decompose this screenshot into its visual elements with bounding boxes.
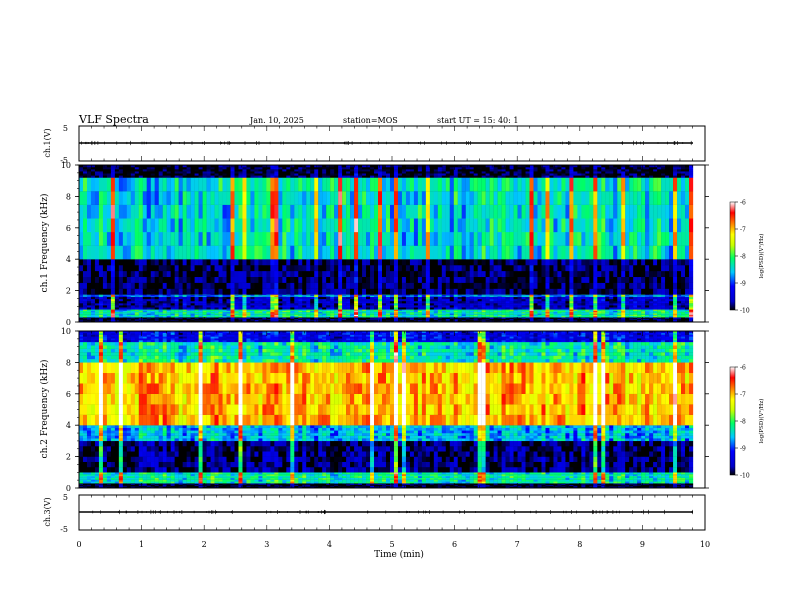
station-label: station=MOS [343, 116, 398, 125]
time-tick-5: 5 [389, 540, 394, 549]
ch1-colorbar-tick--10: -10 [740, 308, 750, 315]
ch1-ytick-top: 5 [63, 124, 68, 133]
time-tick-6: 6 [452, 540, 457, 549]
ch1-spectrogram-panel: ch.1 Frequency (kHz) 0 2 4 6 8 10 [39, 161, 709, 327]
ch2-ytick-10: 10 [61, 327, 71, 336]
ch2-colorbar-tick--9: -9 [740, 446, 746, 453]
ch2-colorbar-tick--6: -6 [740, 365, 746, 372]
ch1-waveform-panel: 5 -5 ch.1(V) [43, 124, 706, 165]
start-time-label: start UT = 15: 40: 1 [437, 116, 518, 125]
ch1-ylabel: ch.1(V) [43, 128, 52, 157]
ch1-ytick-10: 10 [61, 161, 71, 170]
ch1-colorbar-tick--7: -7 [740, 227, 746, 234]
ch2-colorbar-tick--8: -8 [740, 419, 746, 426]
ch3-ytick-top: 5 [63, 493, 68, 502]
ch2-colorbar-gradient [729, 366, 736, 476]
ch2-ytick-4: 4 [66, 421, 71, 430]
time-tick-9: 9 [640, 540, 645, 549]
ch1-spectrogram-ylabel: ch.1 Frequency (kHz) [39, 194, 50, 293]
ch3-waveform-panel: 5 -5 ch.3(V) [43, 493, 706, 534]
ch2-spectrogram-ylabel: ch.2 Frequency (kHz) [39, 360, 50, 459]
ch1-ytick-4: 4 [66, 255, 71, 264]
ch2-spectrogram-panel: ch.2 Frequency (kHz) 0 2 4 6 8 10 [39, 327, 709, 493]
ch2-colorbar-tick--7: -7 [740, 392, 746, 399]
ch1-colorbar: -6 -7 -8 -9 -10 log(PSD)(V²/Hz) [729, 200, 765, 315]
ch1-ytick-bottom: -5 [60, 156, 68, 165]
ch1-ytick-6: 6 [66, 224, 71, 233]
ch2-colorbar-tick--10: -10 [740, 473, 750, 480]
ch3-ytick-bottom: -5 [60, 525, 68, 534]
ch2-ytick-0: 0 [66, 484, 71, 493]
time-axis-label: Time (min) [374, 549, 424, 560]
time-tick-8: 8 [577, 540, 582, 549]
time-tick-2: 2 [202, 540, 207, 549]
time-tick-4: 4 [327, 540, 332, 549]
time-tick-3: 3 [264, 540, 269, 549]
ch1-colorbar-tick--9: -9 [740, 281, 746, 288]
ch1-ytick-0: 0 [66, 318, 71, 327]
date-label: Jan. 10, 2025 [249, 116, 304, 125]
ch1-ytick-8: 8 [66, 192, 71, 201]
time-tick-7: 7 [515, 540, 520, 549]
ch2-ytick-8: 8 [66, 358, 71, 367]
ch1-colorbar-tick--6: -6 [740, 200, 746, 207]
ch1-colorbar-tick--8: -8 [740, 254, 746, 261]
ch2-ytick-6: 6 [66, 390, 71, 399]
ch2-colorbar-label: log(PSD)(V²/Hz) [758, 399, 765, 444]
ch1-spectrogram-image [79, 165, 705, 323]
time-axis: 0 1 2 3 4 5 6 7 8 9 10 [76, 126, 710, 549]
ch2-spectrogram-image [79, 331, 705, 489]
time-tick-1: 1 [139, 540, 144, 549]
ch1-ytick-2: 2 [66, 287, 71, 296]
ch2-ytick-2: 2 [66, 453, 71, 462]
figure-title: VLF Spectra [78, 113, 149, 126]
ch1-colorbar-gradient [729, 201, 736, 311]
time-tick-10: 10 [700, 540, 710, 549]
ch1-colorbar-label: log(PSD)(V²/Hz) [758, 234, 765, 279]
time-tick-0: 0 [76, 540, 81, 549]
ch3-ylabel: ch.3(V) [43, 497, 52, 526]
ch2-colorbar: -6 -7 -8 -9 -10 log(PSD)(V²/Hz) [729, 365, 765, 480]
